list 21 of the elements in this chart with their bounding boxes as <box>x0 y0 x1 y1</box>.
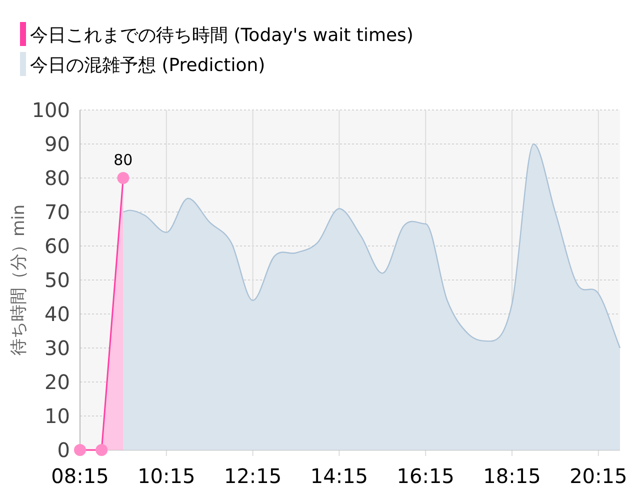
y-tick-label: 80 <box>44 166 70 190</box>
x-tick-label: 18:15 <box>483 464 541 488</box>
y-tick-label: 0 <box>57 438 70 462</box>
x-tick-label: 16:15 <box>396 464 454 488</box>
y-tick-label: 90 <box>44 132 70 156</box>
x-tick-label: 12:15 <box>224 464 282 488</box>
y-tick-label: 20 <box>44 370 70 394</box>
y-tick-label: 30 <box>44 336 70 360</box>
y-tick-label: 100 <box>32 98 70 122</box>
legend-label: 今日の混雑予想 (Prediction) <box>30 55 266 76</box>
x-tick-label: 10:15 <box>138 464 196 488</box>
data-label: 80 <box>114 151 133 169</box>
y-tick-label: 60 <box>44 234 70 258</box>
y-tick-label: 40 <box>44 302 70 326</box>
y-tick-label: 70 <box>44 200 70 224</box>
y-axis-title: 待ち時間（分）min <box>9 204 29 356</box>
y-tick-label: 10 <box>44 404 70 428</box>
x-tick-label: 14:15 <box>310 464 368 488</box>
x-tick-label: 20:15 <box>570 464 628 488</box>
y-tick-label: 50 <box>44 268 70 292</box>
x-tick-label: 08:15 <box>51 464 109 488</box>
